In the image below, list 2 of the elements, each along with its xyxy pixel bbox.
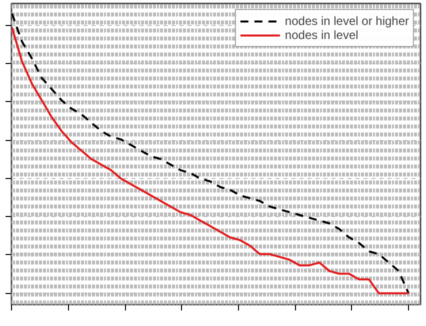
legend-label: nodes in level — [284, 28, 358, 42]
legend-label: nodes in level or higher — [284, 14, 409, 28]
